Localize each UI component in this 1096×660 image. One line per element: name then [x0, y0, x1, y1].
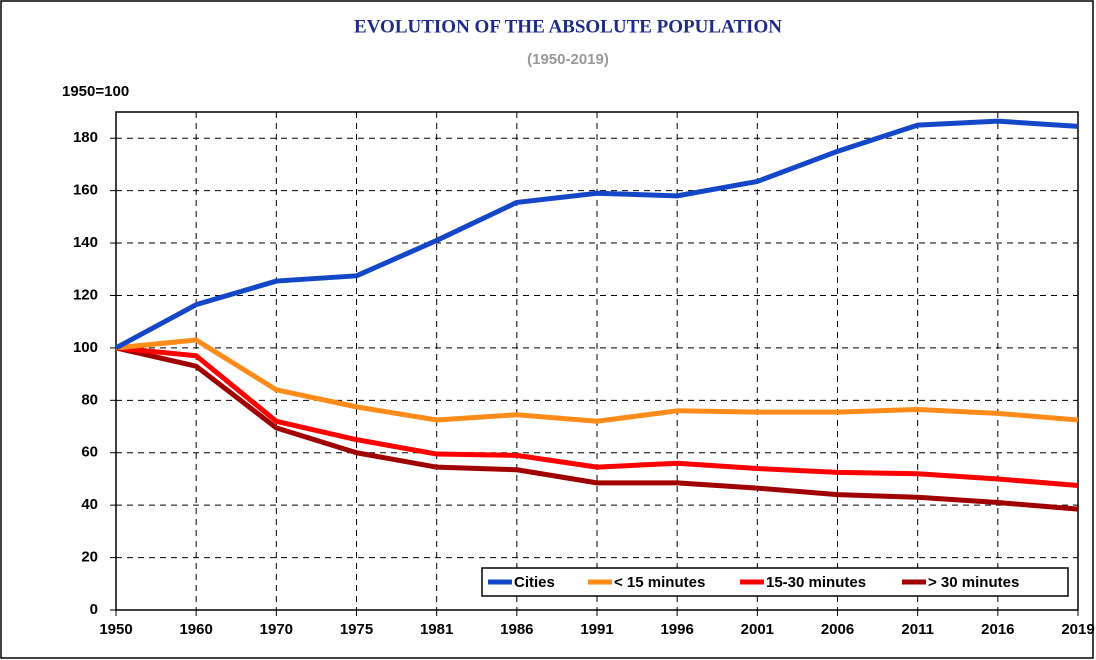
y-tick-label: 0 — [90, 601, 98, 618]
y-tick-label: 20 — [81, 549, 98, 566]
y-tick-label: 180 — [73, 129, 98, 146]
legend-label: 15-30 minutes — [766, 574, 866, 591]
x-tick-label: 1986 — [500, 621, 533, 638]
legend-box — [481, 567, 1069, 597]
y-tick-label: 40 — [81, 496, 98, 513]
x-tick-label: 1975 — [340, 621, 373, 638]
x-tick-label: 2016 — [981, 621, 1014, 638]
line-series — [114, 118, 1079, 351]
x-tick-label: 1981 — [420, 621, 453, 638]
legend-label: < 15 minutes — [614, 574, 705, 591]
y-tick-label: 160 — [73, 182, 98, 199]
x-tick-label: 1950 — [99, 621, 132, 638]
line-series — [115, 337, 1079, 424]
plot-area — [115, 111, 1079, 611]
y-axis-label: 1950=100 — [62, 83, 129, 100]
y-tick-label: 80 — [81, 391, 98, 408]
y-tick-label: 140 — [73, 234, 98, 251]
y-tick-label: 60 — [81, 444, 98, 461]
chart-subtitle: (1950-2019) — [527, 51, 609, 68]
x-tick-label: 1970 — [260, 621, 293, 638]
x-tick-label: 1996 — [660, 621, 693, 638]
legend-label: Cities — [514, 574, 555, 591]
line-series — [115, 345, 1079, 512]
line-series — [115, 345, 1079, 488]
x-tick-label: 2011 — [901, 621, 934, 638]
y-tick-label: 120 — [73, 286, 98, 303]
x-tick-label: 1991 — [580, 621, 613, 638]
x-tick-label: 2001 — [741, 621, 774, 638]
legend: Cities < 15 minutes 15-30 minutes > 30 minu… — [481, 567, 1069, 597]
x-tick-label: 2006 — [821, 621, 854, 638]
x-tick-label: 2019 — [1061, 621, 1094, 638]
x-tick-label: 1960 — [179, 621, 212, 638]
legend-label: > 30 minutes — [928, 574, 1019, 591]
chart-title: EVOLUTION OF THE ABSOLUTE POPULATION — [354, 16, 782, 37]
y-tick-label: 100 — [73, 339, 98, 356]
